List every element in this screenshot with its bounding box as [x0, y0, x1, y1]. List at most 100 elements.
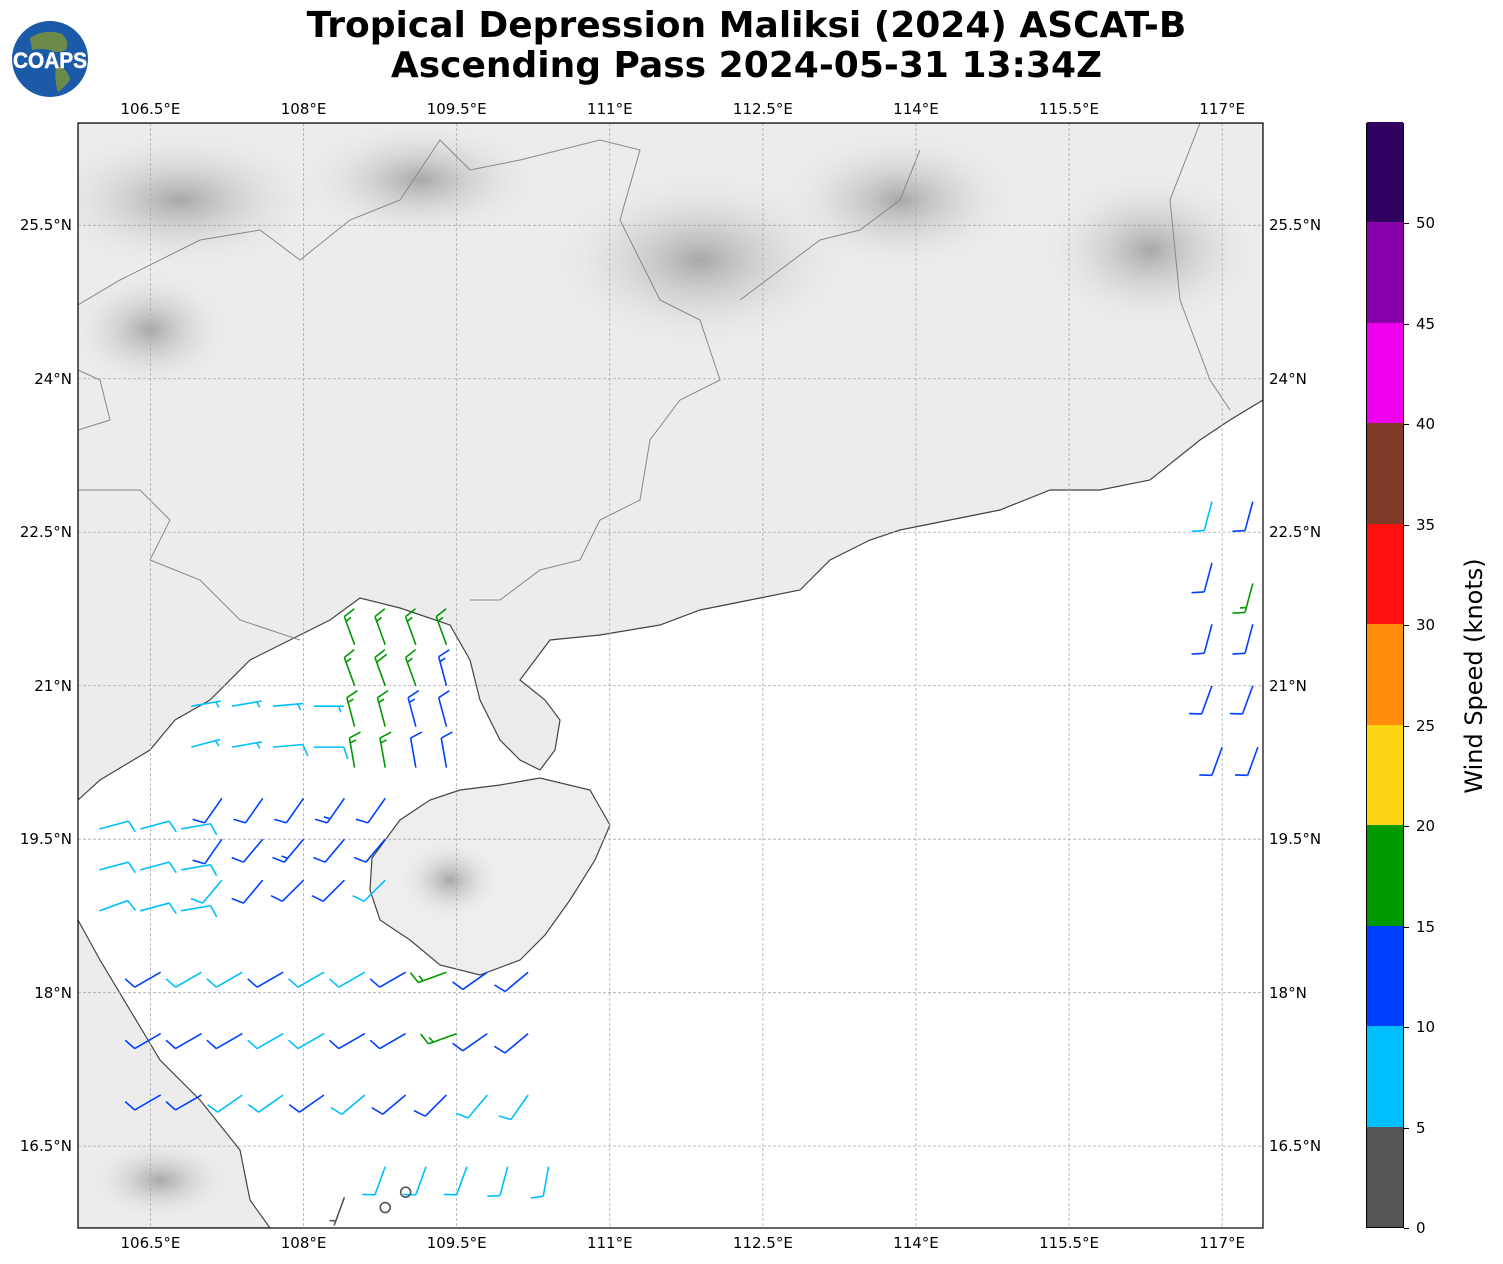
- wind-barb: [530, 1166, 550, 1199]
- terrain-shading: [78, 123, 1260, 1220]
- colorbar-label: Wind Speed (knots): [1460, 558, 1488, 794]
- colorbar-tick-label: 25: [1416, 716, 1436, 735]
- wind-barb: [270, 879, 305, 903]
- lon-tick-label-top: 106.5°E: [120, 100, 181, 118]
- colorbar-tick-label: 20: [1416, 817, 1436, 836]
- wind-barb: [313, 746, 349, 760]
- colorbar-tick-label: 0: [1416, 1219, 1426, 1237]
- wind-barb: [99, 820, 137, 833]
- wind-barb: [328, 1032, 366, 1050]
- wind-barb: [328, 971, 366, 988]
- colorbar-tick-label: 50: [1416, 214, 1436, 233]
- wind-barb: [313, 705, 344, 713]
- lat-tick-label-left: 16.5°N: [19, 1137, 72, 1156]
- lat-tick-label-right: 24°N: [1269, 369, 1307, 388]
- wind-barb: [165, 1032, 202, 1050]
- wind-barb: [314, 797, 346, 824]
- colorbar-tick: [1404, 1127, 1409, 1129]
- wind-barb: [1232, 583, 1254, 614]
- wind-barb: [1191, 624, 1213, 655]
- colorbar-tick: [1404, 424, 1409, 426]
- lat-tick-label-left: 24°N: [34, 369, 72, 388]
- wind-barb: [409, 971, 447, 984]
- wind-barb: [180, 863, 218, 877]
- wind-barb: [379, 731, 392, 768]
- colorbar-bin: [1367, 523, 1403, 625]
- colorbar-tick: [1404, 323, 1409, 325]
- wind-barb: [192, 838, 223, 865]
- wind-barb: [455, 1094, 488, 1119]
- colorbar-tick-label: 10: [1416, 1018, 1436, 1037]
- lon-tick-label-top: 108°E: [280, 100, 327, 118]
- wind-barb: [413, 1094, 448, 1117]
- colorbar-bin: [1367, 925, 1403, 1027]
- wind-barb: [329, 1197, 346, 1226]
- wind-barb: [272, 743, 309, 757]
- wind-barb: [165, 971, 202, 988]
- wind-barb: [231, 700, 262, 708]
- lon-tick-label-bottom: 114°E: [893, 1234, 939, 1252]
- wind-barb: [311, 879, 345, 903]
- colorbar-bin: [1367, 1126, 1403, 1227]
- wind-barb: [288, 1094, 325, 1113]
- lat-tick-label-left: 19.5°N: [19, 830, 72, 849]
- wind-barb: [165, 1094, 202, 1111]
- title-line-1: Tropical Depression Maliksi (2024) ASCAT…: [306, 5, 1187, 46]
- wind-barb: [231, 879, 264, 904]
- wind-barb: [140, 820, 177, 833]
- lon-tick-label-bottom: 115.5°E: [1039, 1234, 1100, 1252]
- wind-barb: [371, 1094, 407, 1115]
- wind-barb: [192, 797, 223, 824]
- lat-tick-label-right: 21°N: [1269, 676, 1307, 695]
- wind-barb: [452, 971, 488, 991]
- colorbar-tick-label: 15: [1416, 917, 1436, 936]
- lon-tick-label-top: 109.5°E: [426, 100, 487, 118]
- wind-barb: [409, 731, 423, 768]
- title-line-2: Ascending Pass 2024-05-31 13:34Z: [390, 45, 1103, 86]
- colorbar-bin: [1367, 121, 1403, 223]
- colorbar-bin: [1367, 322, 1403, 424]
- wind-barb: [272, 838, 305, 863]
- lat-tick-label-left: 25.5°N: [19, 216, 72, 235]
- lon-tick-label-top: 112.5°E: [732, 100, 793, 118]
- colorbar-tick-label: 5: [1416, 1118, 1426, 1137]
- colorbar-bin: [1367, 221, 1403, 323]
- colorbar-tick: [1404, 1228, 1409, 1229]
- wind-barb: [140, 902, 177, 915]
- wind-barbs: [99, 501, 1259, 1226]
- wind-barb: [348, 731, 361, 768]
- lat-tick-label-right: 22.5°N: [1269, 523, 1322, 542]
- colorbar-tick-label: 30: [1416, 616, 1436, 635]
- wind-barb: [288, 971, 325, 988]
- colorbar-tick-label: 40: [1416, 415, 1436, 434]
- wind-barb: [487, 1166, 509, 1198]
- wind-barb: [1229, 685, 1254, 715]
- wind-barb: [124, 1032, 162, 1050]
- wind-barb: [352, 879, 386, 903]
- lon-tick-label-top: 115.5°E: [1039, 100, 1100, 118]
- colorbar-tick-label: 35: [1416, 515, 1436, 534]
- wind-barb: [353, 838, 386, 863]
- lat-tick-label-left: 21°N: [34, 676, 72, 695]
- wind-barb: [288, 1032, 325, 1050]
- lon-tick-label-bottom: 108°E: [280, 1234, 327, 1252]
- wind-barb: [206, 971, 243, 988]
- wind-barb: [343, 608, 356, 646]
- wind-barb: [190, 879, 223, 904]
- wind-barb: [99, 861, 137, 874]
- wind-barb: [1191, 501, 1213, 533]
- wind-barb: [452, 1032, 488, 1052]
- lon-tick-label-bottom: 117°E: [1199, 1234, 1245, 1252]
- wind-barb: [191, 738, 221, 748]
- colorbar-tick: [1404, 826, 1409, 828]
- lat-tick-label-left: 22.5°N: [19, 523, 72, 542]
- colorbar-bin: [1367, 1025, 1403, 1127]
- wind-barb: [404, 649, 417, 687]
- colorbar-bin: [1367, 422, 1403, 524]
- wind-barb: [207, 1094, 243, 1113]
- lon-tick-label-top: 114°E: [893, 100, 939, 118]
- wind-barb: [191, 700, 221, 708]
- coaps-logo: COAPS: [12, 21, 88, 97]
- wind-barb: [1234, 746, 1259, 777]
- wind-barb: [437, 649, 450, 686]
